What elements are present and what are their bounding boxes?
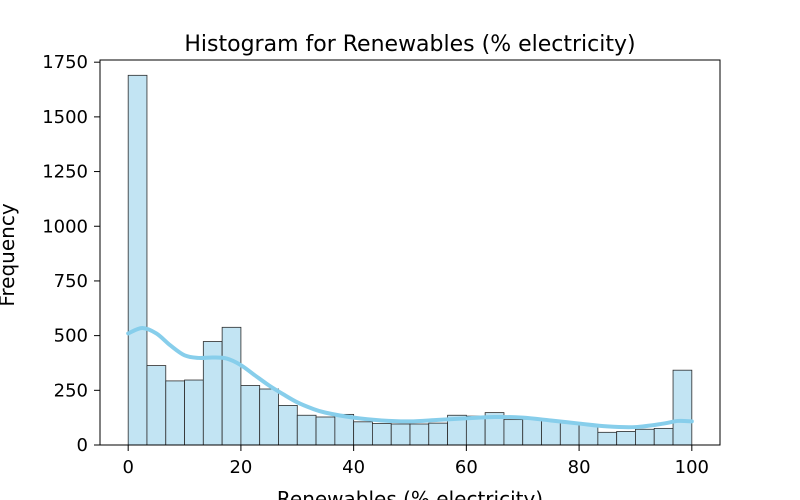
- histogram-bar: [559, 422, 580, 446]
- chart-title: Histogram for Renewables (% electricity): [184, 32, 635, 57]
- histogram-bar: [616, 431, 636, 446]
- histogram-bar: [165, 380, 185, 446]
- histogram-bar: [127, 74, 148, 446]
- y-tick-label: 1500: [42, 107, 88, 128]
- x-axis-ticks: 0 20 40 60 80 100: [122, 445, 709, 478]
- histogram-bar: [259, 388, 279, 446]
- histogram-bar: [597, 431, 618, 446]
- histogram-bar: [353, 421, 373, 446]
- x-tick-label: 60: [455, 457, 478, 478]
- histogram-bars: [127, 74, 693, 446]
- histogram-bar: [635, 428, 655, 446]
- y-tick-label: 0: [77, 435, 88, 456]
- histogram-bar: [578, 424, 599, 446]
- y-axis-title: Frequency: [0, 203, 19, 306]
- histogram-bar: [221, 326, 242, 446]
- histogram-bar: [278, 405, 298, 446]
- y-axis-ticks: 0 250 500 750 1000 1250 1500 1750: [42, 52, 100, 456]
- histogram-bar: [372, 423, 392, 446]
- histogram-bar: [240, 385, 261, 446]
- histogram-bar: [146, 365, 167, 446]
- y-tick-label: 1750: [42, 52, 88, 73]
- x-tick-label: 0: [122, 457, 133, 478]
- histogram-bar: [672, 369, 693, 446]
- plot-frame: [99, 59, 721, 446]
- histogram-bar: [409, 423, 430, 446]
- y-tick-label: 1250: [42, 162, 88, 183]
- x-tick-label: 40: [342, 457, 365, 478]
- histogram-bar: [296, 414, 317, 446]
- histogram-bar: [653, 427, 674, 446]
- histogram-bar: [465, 415, 486, 446]
- x-tick-label: 100: [675, 457, 709, 478]
- histogram-bar: [503, 419, 524, 446]
- kde-curve: [126, 325, 694, 430]
- histogram-bar: [315, 416, 336, 446]
- histogram-bar: [390, 423, 411, 446]
- y-tick-label: 750: [54, 271, 88, 292]
- x-tick-label: 80: [568, 457, 591, 478]
- histogram-bar: [428, 422, 448, 446]
- x-axis-title: Renewables (% electricity): [277, 487, 543, 500]
- y-tick-label: 1000: [42, 216, 88, 237]
- histogram-bar: [184, 379, 204, 446]
- y-tick-label: 500: [54, 326, 88, 347]
- histogram-bar: [522, 418, 542, 446]
- x-tick-label: 20: [229, 457, 252, 478]
- histogram-bar: [541, 420, 561, 446]
- y-tick-label: 250: [54, 380, 88, 401]
